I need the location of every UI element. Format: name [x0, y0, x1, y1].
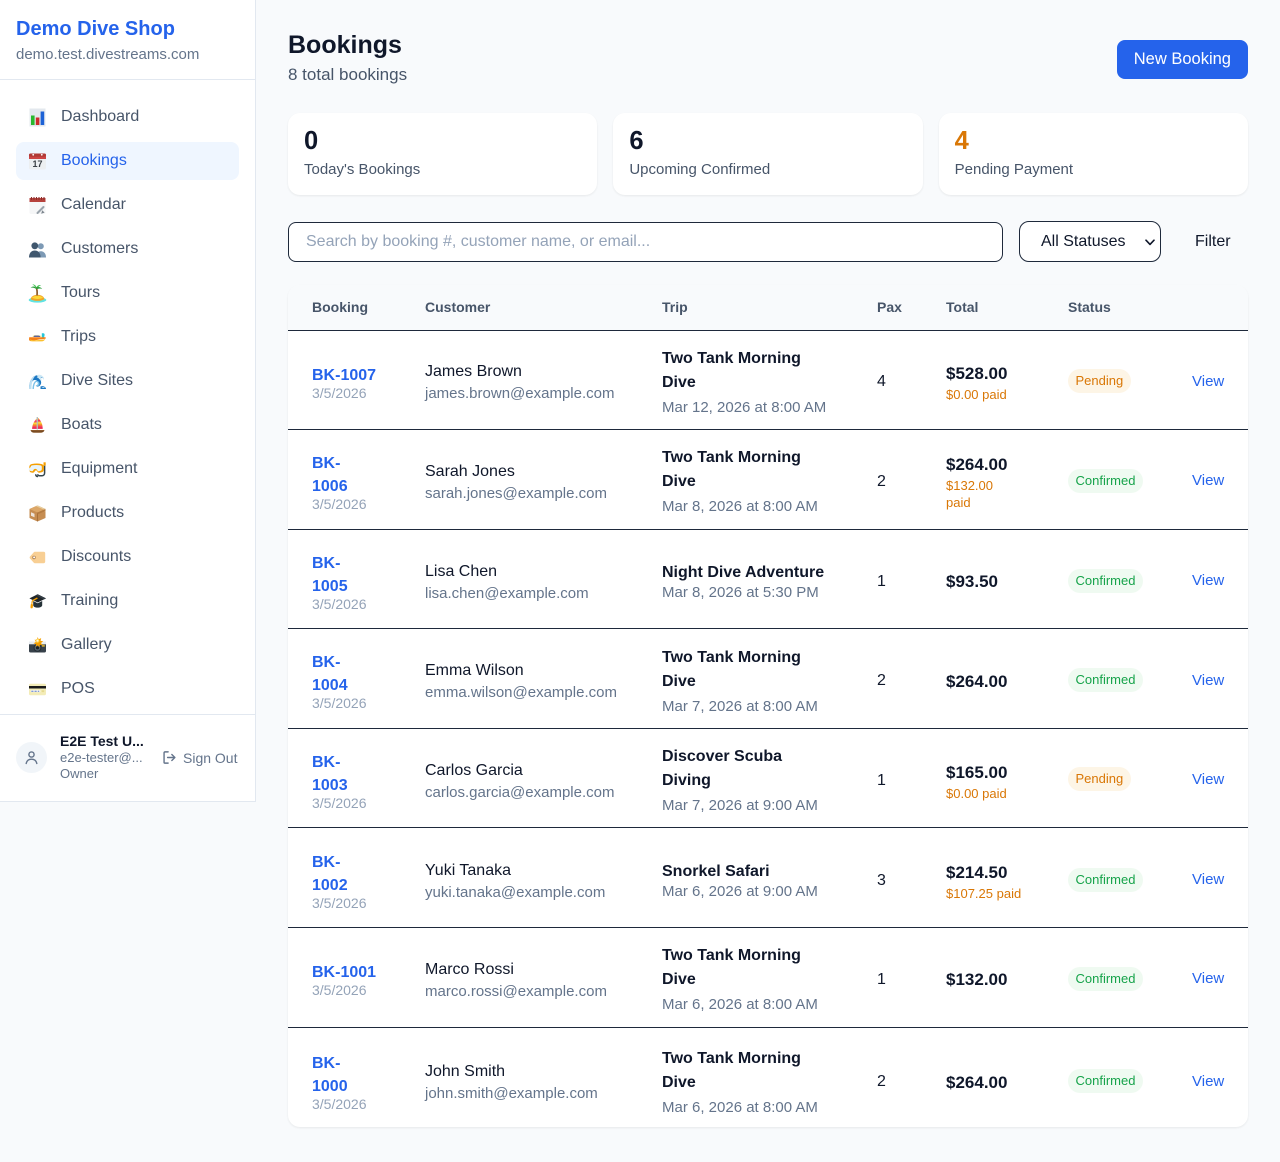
svg-text:17: 17: [32, 158, 42, 168]
